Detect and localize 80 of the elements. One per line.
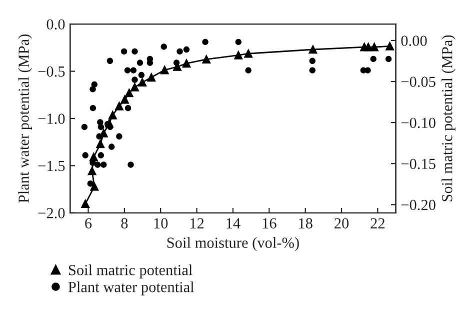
point bbox=[202, 38, 208, 46]
y-tick-label: −0.5 bbox=[38, 66, 65, 77]
point bbox=[94, 162, 101, 168]
point bbox=[309, 67, 316, 74]
point bbox=[87, 180, 94, 187]
y2-tick-label: −0.10 bbox=[401, 118, 436, 128]
point bbox=[244, 49, 253, 58]
x-tick-label: 20 bbox=[334, 218, 349, 228]
x-tick-label: 22 bbox=[370, 218, 384, 228]
point bbox=[90, 104, 96, 112]
point bbox=[107, 124, 114, 130]
y-tick-label: −1.0 bbox=[38, 114, 65, 124]
point bbox=[98, 152, 104, 158]
point bbox=[81, 200, 90, 208]
point bbox=[124, 104, 132, 112]
point bbox=[120, 48, 128, 55]
x-tick-label: 18 bbox=[299, 218, 312, 228]
point bbox=[182, 59, 191, 68]
x-tick-label: 16 bbox=[262, 218, 276, 228]
x-tick-label: 14 bbox=[226, 218, 240, 228]
y-axis-title: Plant water potential (MPa) bbox=[18, 34, 32, 203]
point bbox=[115, 102, 124, 110]
point bbox=[245, 67, 252, 74]
x-tick-label: 10 bbox=[154, 218, 168, 228]
point bbox=[124, 67, 131, 74]
point bbox=[370, 56, 376, 62]
point bbox=[106, 58, 114, 64]
point bbox=[96, 140, 105, 148]
legend-label: Plant water potential bbox=[68, 281, 194, 296]
point bbox=[309, 58, 316, 64]
y2-tick-label: 0.00 bbox=[401, 36, 427, 46]
y2-tick-label: −0.15 bbox=[401, 158, 436, 170]
point bbox=[81, 124, 88, 130]
point bbox=[132, 48, 138, 55]
point bbox=[308, 45, 318, 54]
point bbox=[146, 60, 154, 66]
y2-axis-title: Soil matric potential (MPa) bbox=[442, 35, 456, 202]
point bbox=[90, 152, 98, 162]
y-tick-label: −1.5 bbox=[38, 160, 65, 172]
point bbox=[138, 78, 146, 87]
point bbox=[90, 182, 99, 191]
point bbox=[120, 95, 129, 104]
point bbox=[96, 133, 102, 140]
point bbox=[138, 72, 145, 78]
point bbox=[202, 55, 211, 64]
point bbox=[128, 162, 134, 168]
y2-tick-label: −0.05 bbox=[401, 76, 436, 88]
point bbox=[234, 51, 243, 60]
point bbox=[385, 56, 392, 62]
point bbox=[130, 83, 139, 92]
y-tick-label: 0.0 bbox=[46, 19, 65, 30]
point bbox=[160, 66, 169, 74]
x-axis-title: Soil moisture (vol-%) bbox=[167, 237, 299, 251]
point bbox=[176, 48, 183, 55]
point bbox=[100, 162, 107, 168]
point bbox=[132, 76, 138, 83]
point bbox=[91, 81, 98, 88]
point bbox=[386, 42, 394, 50]
x-tick-label: 6 bbox=[85, 218, 92, 228]
point bbox=[98, 124, 104, 130]
point bbox=[82, 152, 88, 158]
point bbox=[130, 67, 137, 74]
legend-label: Soil matric potential bbox=[68, 264, 192, 278]
x-tick-label: 12 bbox=[190, 218, 204, 228]
point bbox=[147, 73, 156, 82]
point bbox=[160, 44, 167, 50]
point bbox=[116, 133, 122, 140]
point bbox=[108, 144, 115, 150]
point bbox=[173, 60, 180, 66]
point bbox=[88, 166, 96, 176]
point bbox=[370, 42, 378, 52]
point bbox=[136, 60, 144, 66]
point bbox=[124, 88, 134, 98]
y2-tick-label: −0.20 bbox=[401, 200, 436, 210]
point bbox=[108, 111, 117, 120]
point bbox=[183, 46, 190, 53]
x-tick-label: 8 bbox=[121, 218, 128, 228]
y-tick-label: −2.0 bbox=[38, 208, 65, 218]
point bbox=[364, 42, 372, 52]
point bbox=[235, 38, 242, 46]
